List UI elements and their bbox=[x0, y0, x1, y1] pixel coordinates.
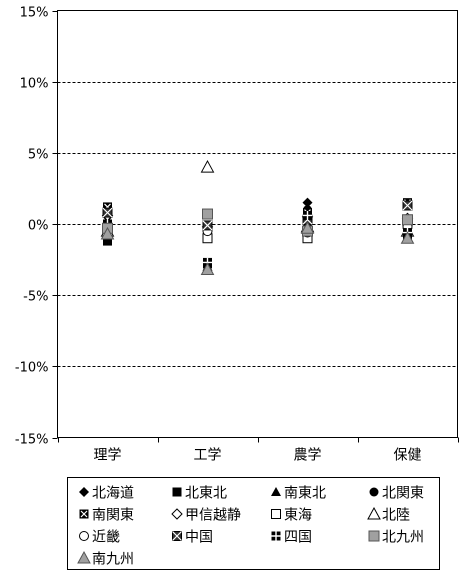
data-point bbox=[303, 210, 312, 220]
data-point bbox=[402, 214, 413, 226]
legend-item: 北九州 bbox=[368, 530, 424, 546]
legend-label: 東海 bbox=[284, 508, 312, 524]
legend-marker bbox=[367, 506, 381, 520]
x-category-label: 保健 bbox=[394, 448, 422, 464]
legend-marker bbox=[79, 509, 89, 519]
x-category-label: 工学 bbox=[194, 448, 222, 464]
y-tick-label: -10% bbox=[15, 361, 49, 376]
data-point bbox=[300, 221, 315, 234]
legend-item: 東海 bbox=[271, 508, 312, 524]
data-point bbox=[100, 226, 115, 240]
legend-label: 四国 bbox=[284, 530, 312, 546]
y-tick-label: -15% bbox=[15, 433, 49, 448]
legend-label: 南九州 bbox=[92, 552, 134, 568]
legend-marker bbox=[368, 530, 380, 542]
y-tick-label: 5% bbox=[28, 148, 49, 163]
y-tick-label: 15% bbox=[20, 6, 49, 21]
gridlines bbox=[57, 82, 458, 367]
legend-item: 南九州 bbox=[77, 550, 134, 568]
data-point bbox=[302, 197, 313, 208]
x-category-label: 農学 bbox=[294, 448, 322, 464]
y-tick-label: 0% bbox=[28, 219, 49, 234]
data-point bbox=[202, 208, 213, 220]
legend-label: 北九州 bbox=[382, 530, 424, 546]
y-tick-label: 10% bbox=[20, 77, 49, 92]
data-point bbox=[200, 160, 215, 173]
legend-item: 甲信越静 bbox=[171, 508, 241, 524]
legend-item: 南東北 bbox=[271, 486, 326, 502]
legend-label: 北東北 bbox=[185, 486, 227, 502]
legend-label: 北関東 bbox=[382, 486, 424, 502]
legend-marker bbox=[271, 531, 281, 541]
legend-marker bbox=[77, 550, 91, 564]
legend-marker bbox=[79, 487, 89, 497]
data-point bbox=[200, 262, 215, 276]
legend-marker bbox=[271, 509, 281, 519]
legend-marker bbox=[172, 531, 182, 541]
legend-label: 甲信越静 bbox=[185, 508, 241, 524]
legend-item: 近畿 bbox=[79, 530, 120, 546]
legend-label: 近畿 bbox=[92, 530, 120, 546]
legend-marker bbox=[79, 531, 89, 541]
legend-marker bbox=[369, 487, 379, 497]
legend-label: 中国 bbox=[185, 530, 213, 546]
legend-label: 北陸 bbox=[382, 508, 410, 524]
data-point bbox=[102, 207, 113, 218]
data-point bbox=[402, 200, 413, 211]
legend-marker bbox=[172, 487, 182, 497]
data-point bbox=[400, 231, 415, 244]
legend-item: 北関東 bbox=[369, 486, 424, 502]
legend-label: 北海道 bbox=[92, 486, 134, 502]
data-point bbox=[202, 220, 213, 231]
legend-label: 南関東 bbox=[92, 508, 134, 524]
legend-marker bbox=[271, 487, 281, 496]
legend-item: 四国 bbox=[271, 530, 312, 546]
legend-marker bbox=[171, 508, 183, 520]
y-axis: 15% 10% 5% 0% -5% -10% -15% bbox=[15, 6, 58, 448]
legend-item: 北海道 bbox=[79, 486, 134, 502]
x-category-label: 理学 bbox=[94, 448, 122, 464]
data-point bbox=[103, 236, 112, 246]
legend-label: 南東北 bbox=[284, 486, 326, 502]
legend-item: 北陸 bbox=[367, 506, 410, 524]
y-tick-label: -5% bbox=[23, 290, 48, 305]
legend-item: 南関東 bbox=[79, 508, 134, 524]
x-axis: 理学 工学 農学 保健 bbox=[58, 437, 459, 464]
legend-item: 中国 bbox=[172, 530, 213, 546]
legend-item: 北東北 bbox=[172, 486, 227, 502]
data-points bbox=[100, 160, 415, 276]
